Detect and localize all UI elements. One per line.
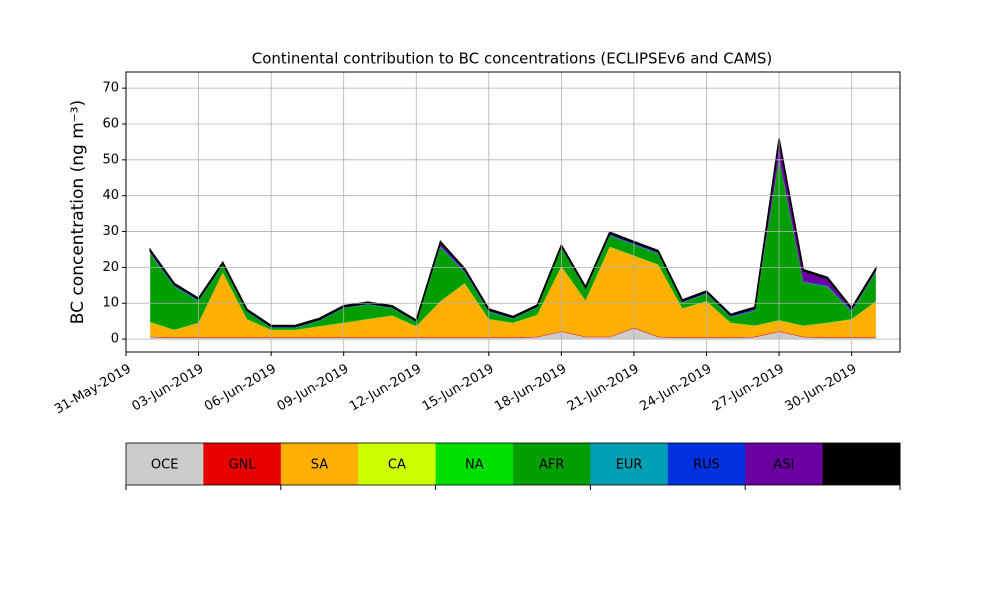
legend-label: EUR <box>616 458 643 473</box>
x-tick-label: 18-Jun-2019 <box>492 362 569 415</box>
y-tick-label: 50 <box>102 152 119 167</box>
legend-swatch <box>358 443 437 485</box>
legend-swatch <box>203 443 282 485</box>
x-tick-label: 03-Jun-2019 <box>129 362 206 415</box>
y-tick-label: 40 <box>102 188 119 203</box>
legend-swatch <box>126 443 204 485</box>
x-tick-label: 09-Jun-2019 <box>275 362 352 415</box>
legend-label: NA <box>465 458 484 473</box>
area <box>149 138 877 328</box>
legend-swatch <box>513 443 591 485</box>
area <box>150 158 876 330</box>
y-tick-label: 60 <box>102 116 119 131</box>
x-tick-label: 12-Jun-2019 <box>347 362 424 415</box>
legend-swatch <box>280 443 359 485</box>
legend-label: CA <box>388 458 406 473</box>
y-tick-label: 20 <box>102 260 119 275</box>
legend-label: GNL <box>229 458 257 473</box>
legend-label: OCE <box>151 458 179 473</box>
legend-label: RUS <box>693 458 720 473</box>
legend-swatch <box>590 443 669 485</box>
y-tick-label: 70 <box>102 81 119 96</box>
legend-label: AUS <box>848 458 875 473</box>
area <box>150 327 876 339</box>
y-tick-label: 30 <box>102 224 119 239</box>
legend-label: SA <box>311 458 328 473</box>
chart-title: Continental contribution to BC concentra… <box>252 50 773 68</box>
legend-swatch <box>822 443 901 485</box>
y-tick-label: 0 <box>111 332 119 347</box>
y-tick-label: 10 <box>102 296 119 311</box>
x-tick-label: 30-Jun-2019 <box>783 362 860 415</box>
legend-swatch <box>667 443 746 485</box>
x-tick-label: 24-Jun-2019 <box>637 362 714 415</box>
x-tick-label: 06-Jun-2019 <box>202 362 279 415</box>
legend-label: AFR <box>539 458 564 473</box>
x-tick-label: 15-Jun-2019 <box>420 362 497 415</box>
legend-label: ASI <box>773 458 794 473</box>
legend-swatch <box>745 443 824 485</box>
plot-frame <box>125 71 901 353</box>
area <box>150 246 876 338</box>
legend-swatch <box>435 443 514 485</box>
x-tick-label: 21-Jun-2019 <box>565 362 642 415</box>
legend-frame <box>125 442 901 486</box>
y-axis-label: BC concentration (ng m⁻³) <box>68 100 88 324</box>
x-tick-label: 31-May-2019 <box>52 362 134 418</box>
area <box>150 328 876 340</box>
x-tick-label: 27-Jun-2019 <box>710 362 787 415</box>
